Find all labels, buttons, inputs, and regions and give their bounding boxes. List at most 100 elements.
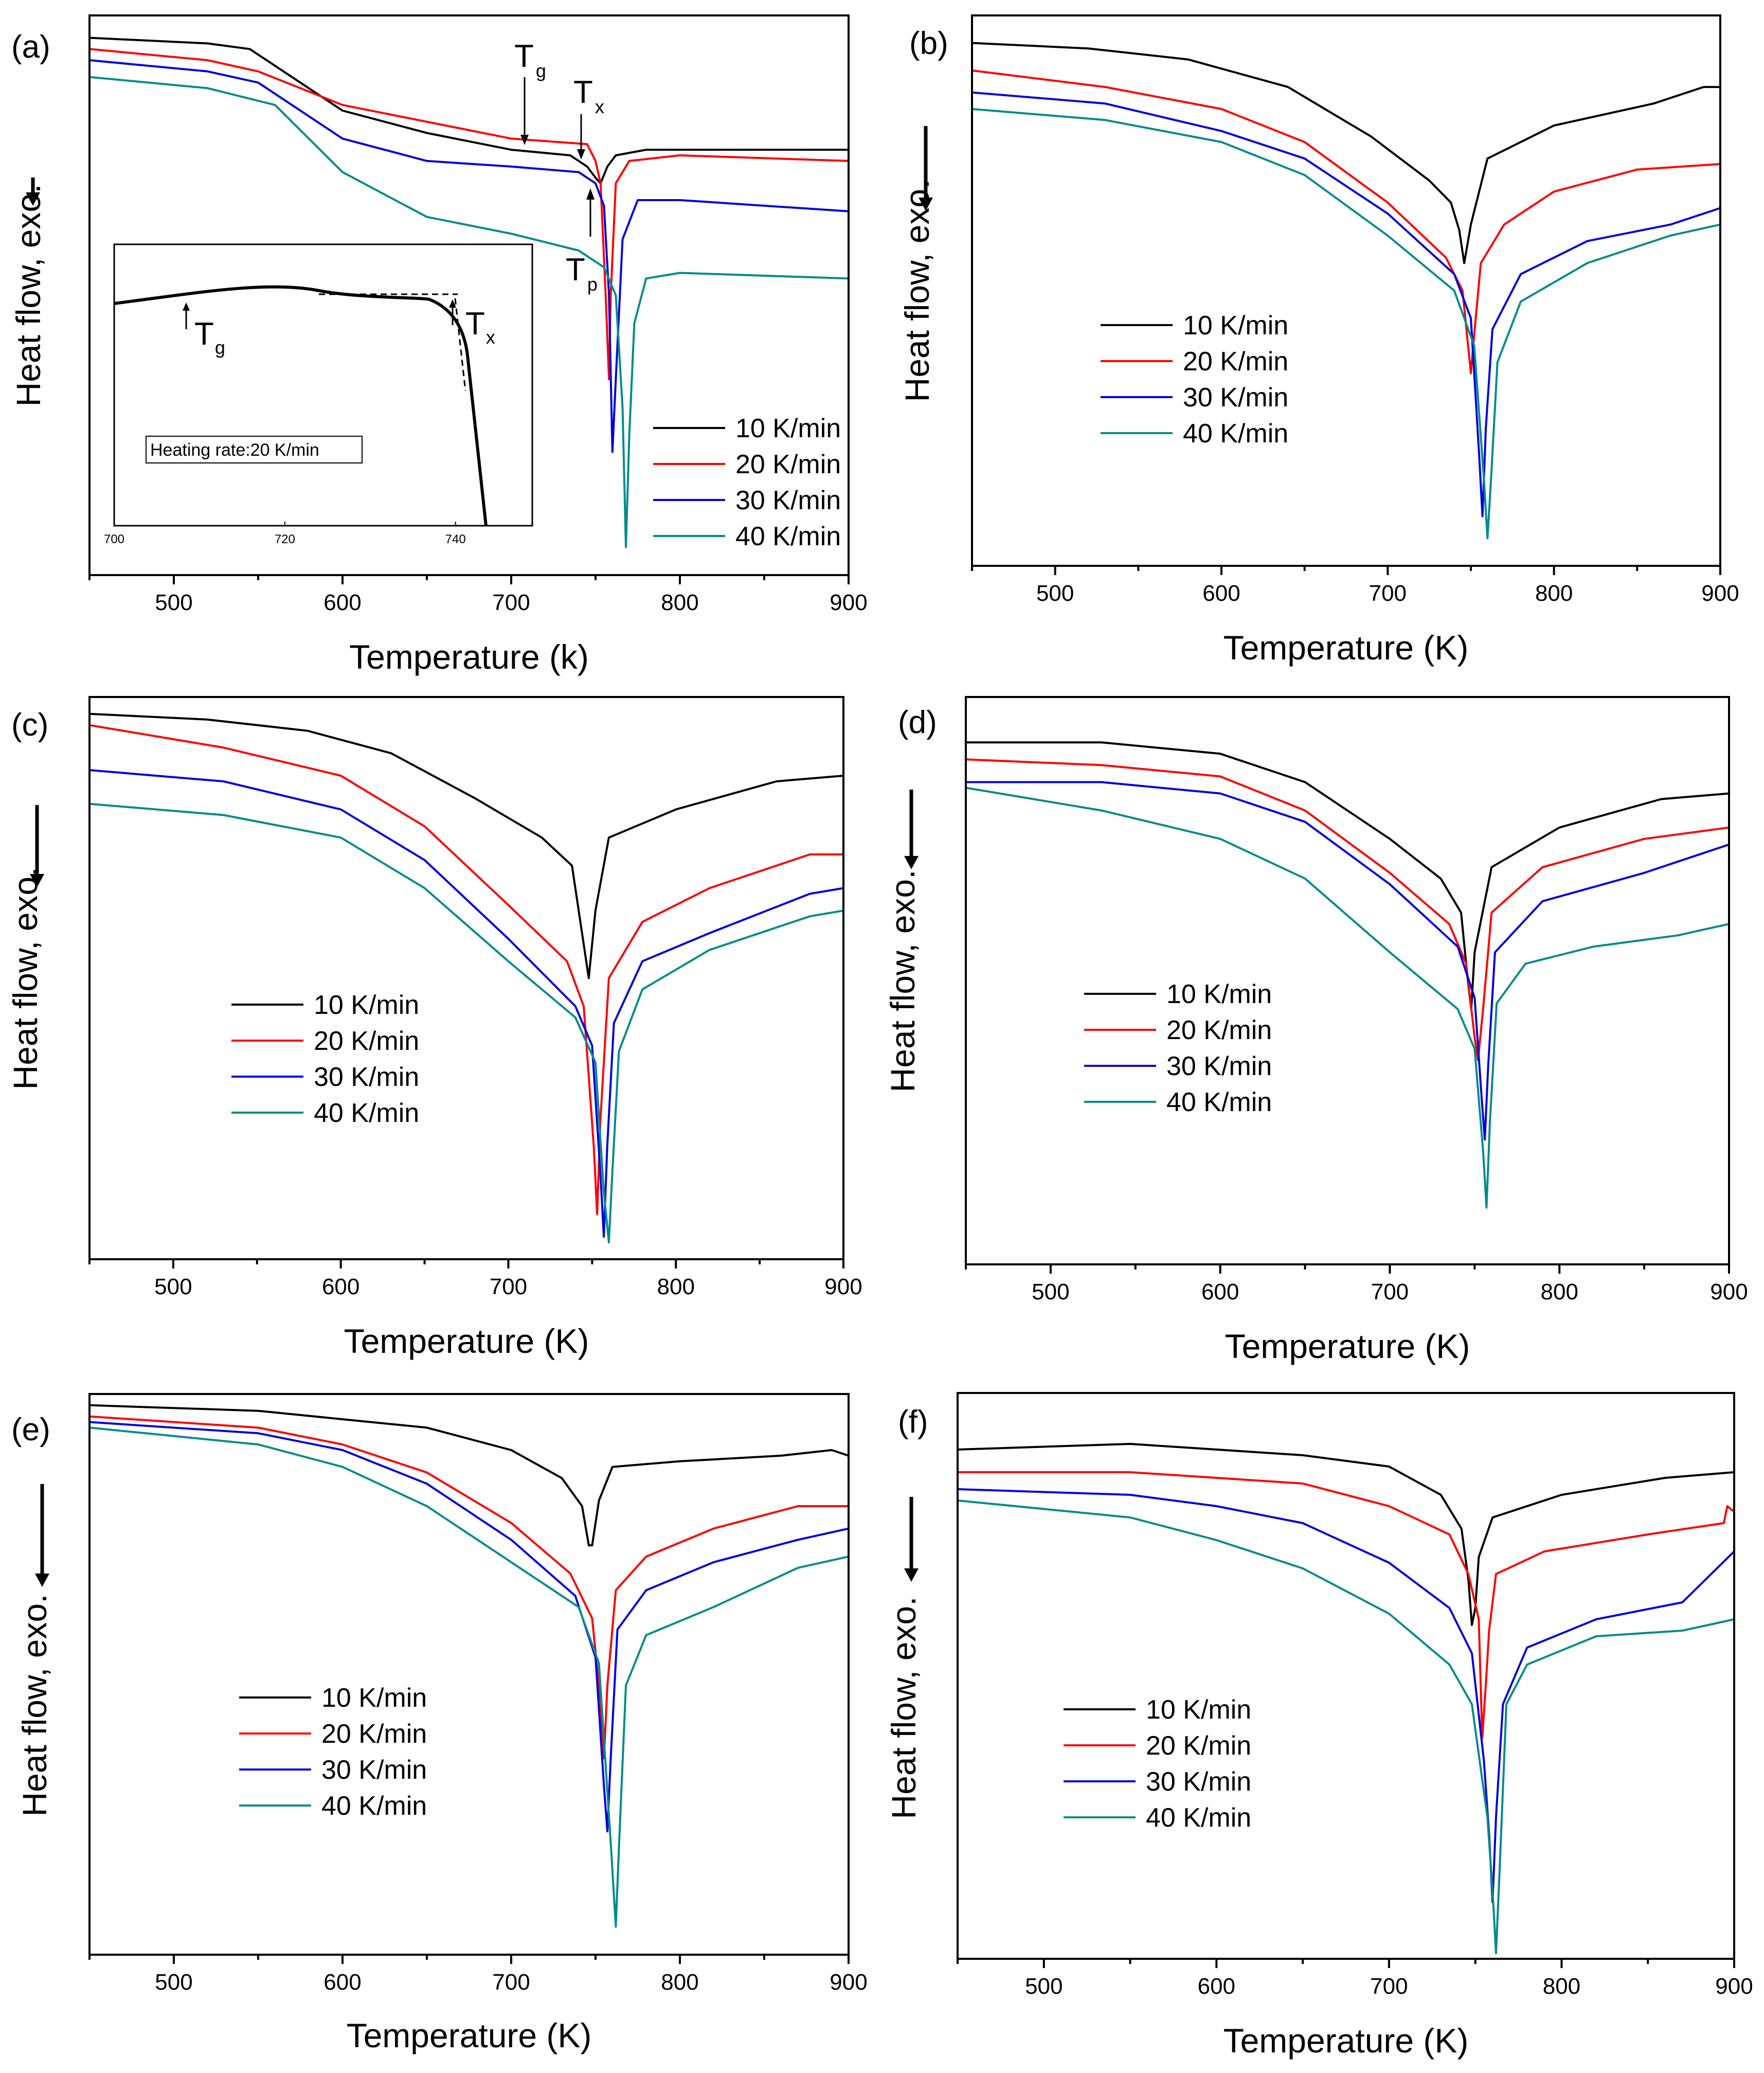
x-tick-label: 600: [1198, 1974, 1235, 1999]
tx-annotation-main: T: [573, 75, 593, 110]
legend-entry: 40 K/min: [735, 522, 841, 551]
inset-note-box: [146, 436, 363, 463]
x-tick-label: 800: [1535, 581, 1573, 606]
inset-tangent-lines: [319, 293, 466, 391]
inset-tx-annotation: Tx: [465, 306, 495, 348]
x-tick-label: 800: [661, 590, 698, 615]
series-line-10kmin: [89, 37, 849, 185]
inset-curve: [114, 285, 488, 526]
series-line-10kmin: [89, 712, 844, 979]
plot-frame: [88, 1393, 850, 1956]
x-tick-label: 500: [155, 1970, 192, 1995]
tx-arrow-head-icon: [577, 149, 585, 159]
y-axis-label: Heat flow, exo.: [884, 870, 922, 1093]
series-line-40kmin: [965, 787, 1730, 1209]
x-tick-label: 500: [1032, 1279, 1069, 1304]
x-axis-label: Temperature (K): [1223, 2022, 1469, 2060]
x-tick-label: 600: [323, 1970, 361, 1995]
x-tick-label: 900: [824, 1274, 862, 1299]
series-line-30kmin: [89, 1421, 849, 1833]
series-line-10kmin: [957, 1443, 1735, 1626]
legend-entry: 30 K/min: [314, 1062, 419, 1092]
legend-entry: 40 K/min: [1166, 1087, 1272, 1117]
down-arrow-head-icon: [904, 856, 919, 869]
series-line-20kmin: [965, 758, 1730, 1061]
series-line-30kmin: [89, 769, 844, 1238]
series-line-40kmin: [89, 802, 844, 1244]
panel-e: 500 600 700 800 900 Temperature (K) Heat flow,…: [11, 1393, 868, 2054]
series-line-40kmin: [89, 76, 849, 548]
y-axis-label: Heat flow, exo.: [15, 1594, 53, 1817]
plot-frame: [965, 696, 1730, 1265]
x-tick-label: 600: [1201, 1279, 1239, 1304]
panel-label: (a): [11, 29, 50, 65]
x-axis-label: Temperature (k): [349, 638, 589, 676]
inset-tx-annotation-main: T: [465, 306, 485, 342]
plot-frame: [88, 14, 850, 576]
legend-entry: 10 K/min: [321, 1683, 427, 1713]
x-tick-label: 900: [1701, 581, 1739, 606]
x-axis-label: Temperature (K): [344, 1322, 589, 1360]
x-tick-label: 600: [323, 590, 361, 615]
x-axis-label: Temperature (K): [1223, 629, 1469, 667]
panel-label: (d): [898, 705, 937, 740]
inset-note: Heating rate:20 K/min: [150, 440, 319, 460]
x-tick-label: 700: [1370, 1974, 1408, 1999]
series-line-30kmin: [89, 59, 849, 453]
x-tick-label: 500: [1025, 1974, 1063, 1999]
series-line-40kmin: [971, 108, 1721, 540]
down-arrow-head-icon: [30, 874, 44, 887]
legend-entry: 20 K/min: [735, 450, 841, 479]
inset-tx-arrow-head-icon: [449, 299, 456, 308]
inset-x-tick-label: 720: [275, 532, 295, 546]
panel-label: (e): [11, 1412, 50, 1447]
panel-label: (b): [909, 26, 948, 61]
tp-arrow-head-icon: [586, 188, 595, 200]
plot-frame: [957, 1392, 1735, 1960]
x-tick-label: 600: [322, 1274, 359, 1299]
tp-annotation-sub: p: [587, 274, 598, 295]
tg-annotation-sub: g: [536, 60, 546, 81]
x-tick-label: 900: [830, 590, 867, 615]
inset-tg-annotation-sub: g: [215, 337, 225, 358]
down-arrow-head-icon: [904, 1568, 919, 1582]
tg-arrow-head-icon: [520, 135, 529, 145]
x-tick-label: 700: [492, 1970, 530, 1995]
x-tick-label: 800: [657, 1274, 695, 1299]
x-tick-label: 700: [1371, 1279, 1409, 1304]
x-tick-label: 700: [490, 1274, 527, 1299]
series-line-30kmin: [971, 91, 1721, 517]
legend-entry: 40 K/min: [314, 1098, 419, 1128]
legend-entry: 30 K/min: [735, 486, 841, 515]
panel-b: 500 600 700 800 900 Temperature (K) Heat flow,…: [898, 14, 1739, 667]
plot-frame: [971, 14, 1721, 567]
legend-entry: 30 K/min: [1183, 383, 1288, 413]
y-axis-label: Heat flow, exo.: [885, 1597, 923, 1819]
panel-f: 500 600 700 800 900 Temperature (K) Heat flow,…: [885, 1392, 1753, 2060]
legend-entry: 20 K/min: [1166, 1015, 1272, 1045]
series-line-20kmin: [89, 1415, 849, 1760]
series-line-20kmin: [89, 724, 843, 1216]
x-tick-label: 700: [492, 590, 530, 615]
x-tick-label: 500: [155, 590, 192, 615]
x-tick-label: 800: [1541, 1279, 1578, 1304]
series-line-10kmin: [966, 741, 1730, 1010]
panel-d: 500 600 700 800 900 Temperature (K) Heat flow,…: [884, 696, 1748, 1365]
x-tick-label: 900: [1715, 1974, 1753, 1999]
legend-entry: 30 K/min: [1146, 1767, 1251, 1797]
legend-entry: 10 K/min: [314, 990, 419, 1020]
x-tick-label: 900: [1710, 1279, 1748, 1304]
y-axis-label: Heat flow, exo.: [9, 184, 47, 407]
legend-entry: 30 K/min: [1166, 1051, 1272, 1081]
series-line-40kmin: [89, 1426, 849, 1928]
y-axis-label: Heat flow, exo.: [898, 180, 936, 402]
y-axis-label: Heat flow, exo.: [6, 867, 44, 1090]
legend-entry: 20 K/min: [1146, 1731, 1251, 1761]
down-arrow-head-icon: [35, 1574, 49, 1587]
inset-tg-annotation-main: T: [194, 316, 214, 352]
legend-entry: 20 K/min: [321, 1719, 427, 1749]
